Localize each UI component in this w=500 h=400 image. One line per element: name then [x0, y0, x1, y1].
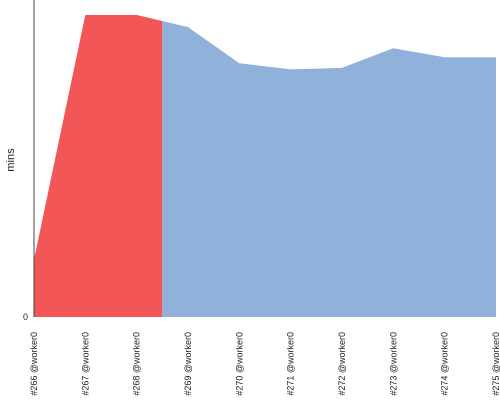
- area-series: [34, 15, 497, 317]
- x-tick-label: #271 @worker0: [286, 332, 296, 396]
- x-tick-label: #274 @worker0: [440, 332, 450, 396]
- y-axis-label: mins: [5, 148, 17, 172]
- x-axis-ticks: #266 @worker0 #267 @worker0 #268 @worker0 #…: [29, 332, 500, 396]
- x-tick-label: #269 @worker0: [183, 332, 193, 396]
- y-tick-0: 0: [23, 312, 28, 322]
- area-segment-1: [162, 21, 497, 317]
- x-tick-label: #272 @worker0: [337, 332, 347, 396]
- x-tick-label: #268 @worker0: [132, 332, 142, 396]
- x-tick-label: #275 @worker0: [491, 332, 500, 396]
- x-tick-label: #266 @worker0: [29, 332, 39, 396]
- area-segment-0: [34, 15, 163, 317]
- x-tick-label: #267 @worker0: [80, 332, 90, 396]
- x-tick-label: #270 @worker0: [234, 332, 244, 396]
- x-tick-label: #273 @worker0: [388, 332, 398, 396]
